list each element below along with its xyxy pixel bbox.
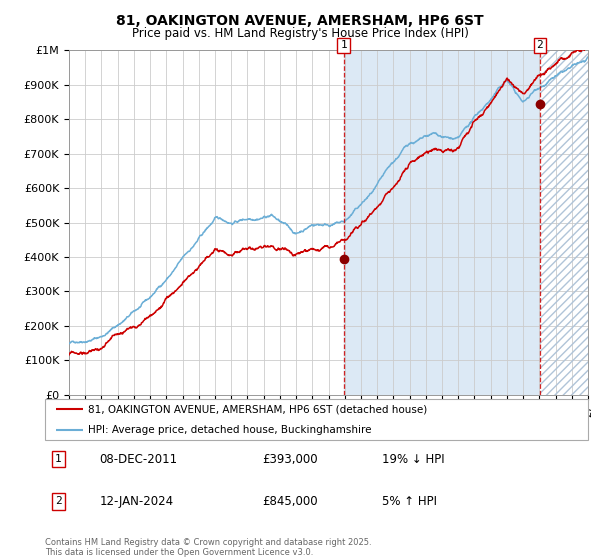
Text: 81, OAKINGTON AVENUE, AMERSHAM, HP6 6ST: 81, OAKINGTON AVENUE, AMERSHAM, HP6 6ST <box>116 14 484 28</box>
Text: 12-JAN-2024: 12-JAN-2024 <box>100 495 173 508</box>
Text: 1: 1 <box>340 40 347 50</box>
Text: £845,000: £845,000 <box>262 495 318 508</box>
Text: 19% ↓ HPI: 19% ↓ HPI <box>382 452 444 465</box>
Text: 5% ↑ HPI: 5% ↑ HPI <box>382 495 437 508</box>
Text: 81, OAKINGTON AVENUE, AMERSHAM, HP6 6ST (detached house): 81, OAKINGTON AVENUE, AMERSHAM, HP6 6ST … <box>88 404 428 414</box>
FancyBboxPatch shape <box>45 399 588 440</box>
Text: 2: 2 <box>536 40 544 50</box>
Text: 2: 2 <box>55 496 62 506</box>
Text: Price paid vs. HM Land Registry's House Price Index (HPI): Price paid vs. HM Land Registry's House … <box>131 27 469 40</box>
Text: 1: 1 <box>55 454 62 464</box>
Text: HPI: Average price, detached house, Buckinghamshire: HPI: Average price, detached house, Buck… <box>88 424 372 435</box>
Text: 08-DEC-2011: 08-DEC-2011 <box>100 452 178 465</box>
Text: £393,000: £393,000 <box>262 452 318 465</box>
Bar <box>540 16 588 395</box>
Text: Contains HM Land Registry data © Crown copyright and database right 2025.
This d: Contains HM Land Registry data © Crown c… <box>45 538 371 557</box>
